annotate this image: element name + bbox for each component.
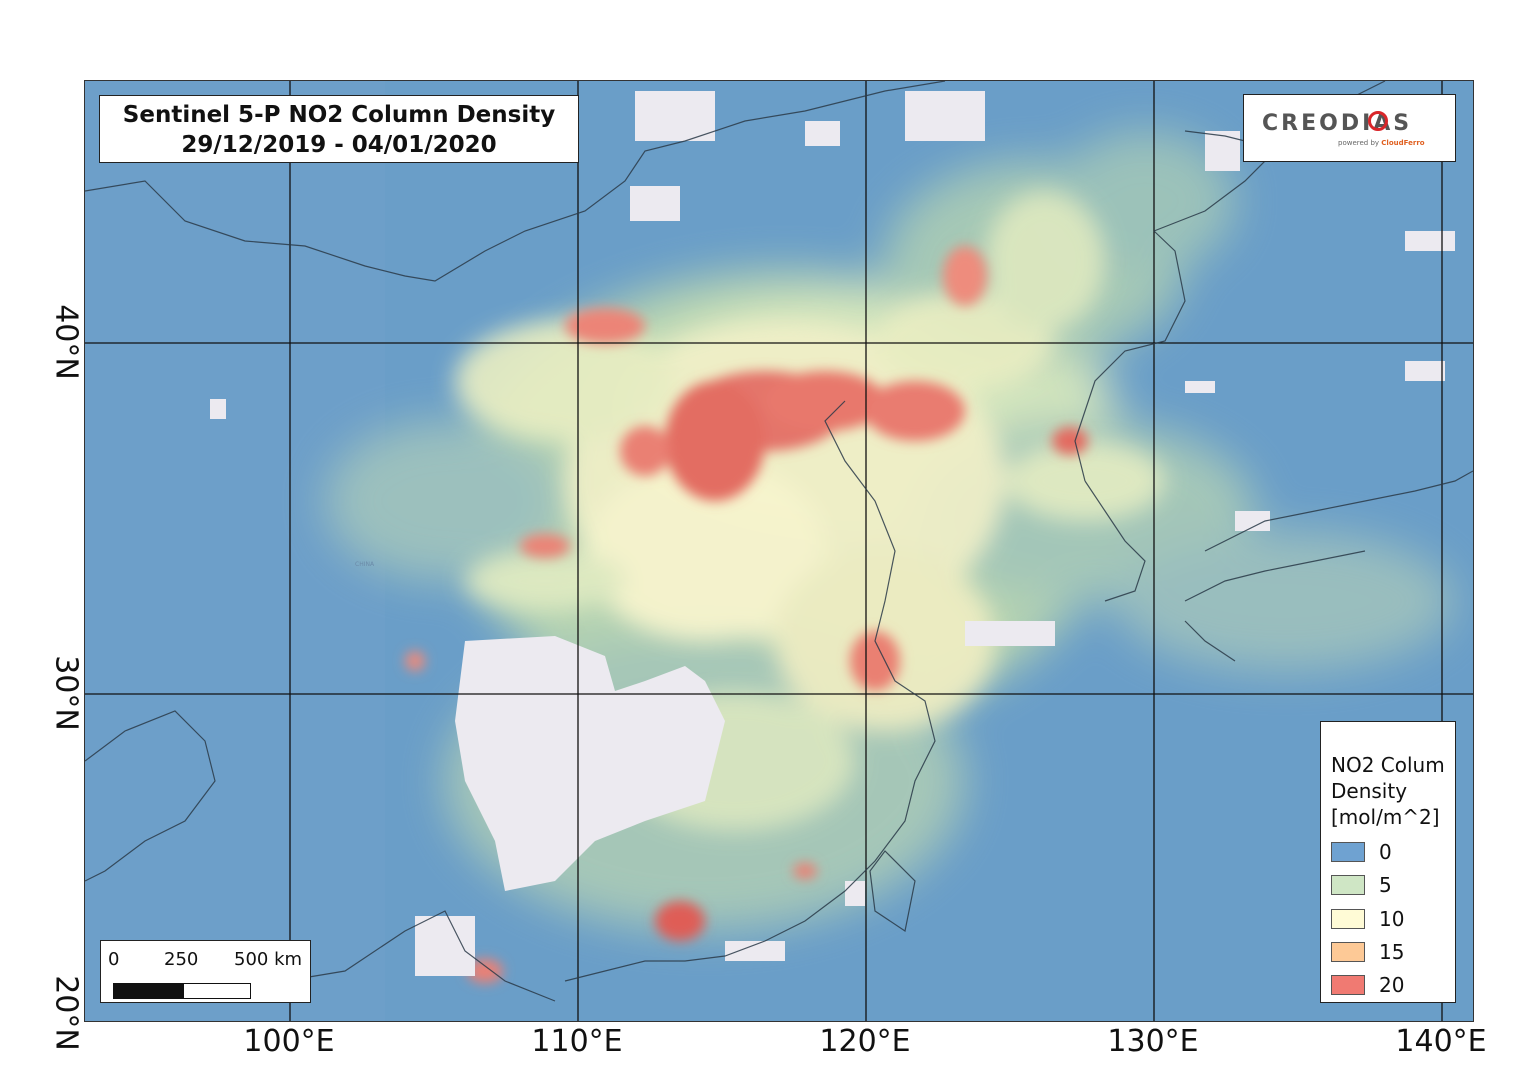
scale-bar-black-segment [113, 983, 183, 999]
legend-swatch [1331, 975, 1365, 995]
logo-ring-icon [1368, 111, 1388, 131]
legend-title-line: Density [1331, 779, 1408, 803]
lon-label-120: 120°E [819, 1024, 911, 1059]
scale-tick-0: 0 [108, 949, 120, 970]
lat-label-20: 20°N [48, 975, 84, 1051]
legend-swatch [1331, 875, 1365, 895]
lon-label-130: 130°E [1107, 1024, 1199, 1059]
legend-swatch [1331, 842, 1365, 862]
scale-bar-white-segment [183, 983, 251, 999]
legend-swatch [1331, 909, 1365, 929]
legend-swatch [1331, 942, 1365, 962]
lat-label-30: 30°N [48, 655, 84, 731]
legend-label: 10 [1379, 907, 1405, 931]
legend-label: 0 [1379, 840, 1392, 864]
map-title-box: Sentinel 5-P NO2 Column Density 29/12/20… [99, 95, 579, 163]
logo-tagline-brand: CloudFerro [1381, 139, 1425, 147]
map-title: Sentinel 5-P NO2 Column Density [122, 102, 556, 128]
legend-title-line: [mol/m^2] [1331, 805, 1440, 829]
china-country-label: CHINA [355, 561, 375, 568]
legend-title-line: NO2 Colum [1331, 753, 1445, 777]
legend-label: 5 [1379, 873, 1392, 897]
no2-density-map[interactable]: CHINA [85, 81, 1473, 1021]
lon-label-140: 140°E [1395, 1024, 1487, 1059]
legend-label: 15 [1379, 940, 1405, 964]
lat-label-40: 40°N [48, 304, 84, 380]
lon-label-110: 110°E [531, 1024, 623, 1059]
scale-bar: 0 250 500 km [100, 940, 311, 1003]
cloud-mask-layer [210, 91, 1455, 976]
scale-tick-500: 500 km [234, 949, 303, 970]
west-low-density [85, 81, 385, 1021]
legend: NO2 Colum Density [mol/m^2] 0 5 10 15 20 [1320, 721, 1456, 1003]
country-map-label: CHINA [355, 561, 375, 568]
legend-title: NO2 Colum Density [mol/m^2] [1331, 752, 1445, 830]
scale-tick-250: 250 [164, 949, 199, 970]
lon-label-100: 100°E [243, 1024, 335, 1059]
high-density-layer [405, 246, 1088, 983]
logo-wordmark: CREODIAS [1262, 111, 1413, 136]
map-date-range: 29/12/2019 - 04/01/2020 [181, 132, 497, 158]
logo-tagline: powered by CloudFerro [1338, 139, 1425, 147]
creodias-logo[interactable]: CREODIAS powered by CloudFerro [1243, 94, 1456, 162]
logo-tagline-prefix: powered by [1338, 139, 1380, 147]
map-frame[interactable]: CHINA [84, 80, 1474, 1022]
legend-label: 20 [1379, 973, 1405, 997]
